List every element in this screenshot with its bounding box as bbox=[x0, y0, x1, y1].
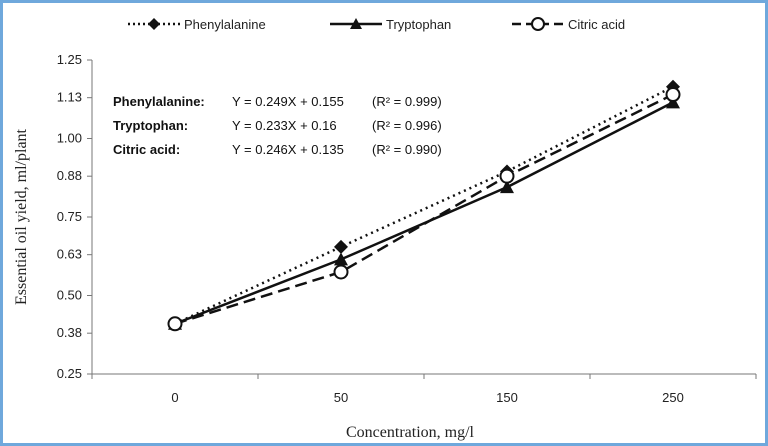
equation-label-phenylalanine: Phenylalanine: bbox=[113, 94, 205, 109]
x-axis-title: Concentration, mg/l bbox=[346, 424, 475, 441]
equation-phenylalanine: Y = 0.249X + 0.155 bbox=[232, 94, 344, 109]
data-point-phenylalanine bbox=[334, 239, 348, 254]
y-tick-label: 1.00 bbox=[57, 131, 82, 146]
r2-tryptophan: (R² = 0.996) bbox=[372, 118, 442, 133]
y-tick-label: 0.50 bbox=[57, 288, 82, 303]
y-axis-title: Essential oil yield, ml/plant bbox=[13, 128, 30, 305]
equation-annotations: Phenylalanine: Y = 0.249X + 0.155 (R² = … bbox=[113, 94, 442, 157]
r2-phenylalanine: (R² = 0.999) bbox=[372, 94, 442, 109]
equation-label-tryptophan: Tryptophan: bbox=[113, 118, 188, 133]
legend: Phenylalanine Tryptophan Citric acid bbox=[128, 17, 625, 32]
legend-label-citric-acid: Citric acid bbox=[568, 17, 625, 32]
series-line-citric-acid bbox=[174, 93, 674, 325]
legend-item-citric-acid: Citric acid bbox=[512, 17, 625, 32]
y-tick-label: 0.63 bbox=[57, 247, 82, 262]
data-point-tryptophan bbox=[500, 180, 514, 194]
y-tick-label: 0.75 bbox=[57, 209, 82, 224]
data-point-citric-acid bbox=[499, 168, 515, 184]
y-tick-label: 1.25 bbox=[57, 52, 82, 67]
y-tick-label: 0.88 bbox=[57, 168, 82, 183]
equation-label-citric-acid: Citric acid: bbox=[113, 142, 180, 157]
y-tick-label: 0.25 bbox=[57, 366, 82, 381]
equation-citric-acid: Y = 0.246X + 0.135 bbox=[232, 142, 344, 157]
equation-tryptophan: Y = 0.233X + 0.16 bbox=[232, 118, 337, 133]
series-line-tryptophan bbox=[174, 101, 674, 325]
y-ticks: 0.25 0.38 0.50 0.63 0.75 0.88 1.00 1.13 1.25 bbox=[57, 52, 92, 381]
r2-citric-acid: (R² = 0.990) bbox=[372, 142, 442, 157]
y-tick-label: 0.38 bbox=[57, 325, 82, 340]
legend-item-phenylalanine: Phenylalanine bbox=[128, 17, 266, 32]
x-tick-label: 0 bbox=[171, 390, 178, 405]
x-tick-label: 150 bbox=[496, 390, 518, 405]
data-point-tryptophan bbox=[334, 252, 348, 266]
data-point-citric-acid bbox=[333, 264, 349, 280]
x-tick-label: 250 bbox=[662, 390, 684, 405]
y-tick-label: 1.13 bbox=[57, 90, 82, 105]
legend-label-phenylalanine: Phenylalanine bbox=[184, 17, 266, 32]
x-ticks: 0 50 150 250 bbox=[91, 374, 757, 405]
legend-label-tryptophan: Tryptophan bbox=[386, 17, 451, 32]
series-group bbox=[167, 79, 681, 332]
data-point-citric-acid bbox=[167, 316, 183, 332]
legend-item-tryptophan: Tryptophan bbox=[330, 17, 451, 32]
series-line-phenylalanine bbox=[174, 85, 674, 325]
data-point-citric-acid bbox=[665, 87, 681, 103]
x-tick-label: 50 bbox=[334, 390, 348, 405]
